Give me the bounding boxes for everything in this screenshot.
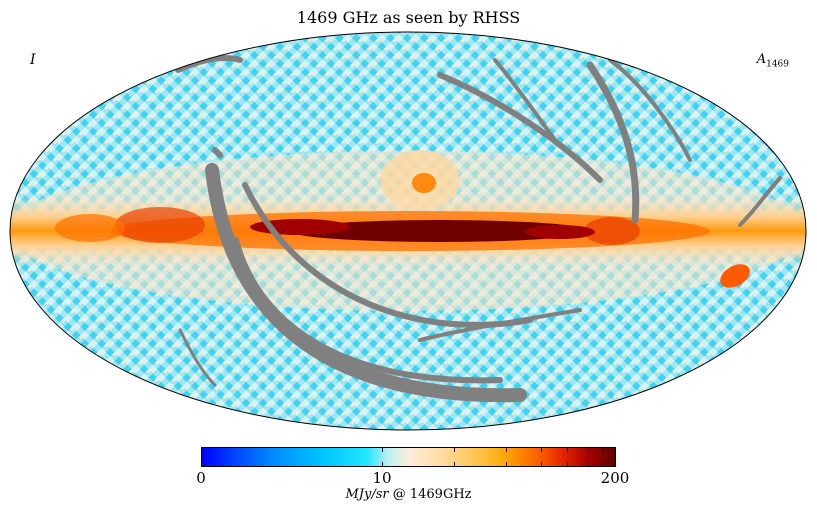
stokes-label: I <box>30 52 36 68</box>
colorbar-tick <box>382 447 383 452</box>
unit-italic: MJy/sr <box>345 487 389 502</box>
colorbar-tick <box>454 462 455 467</box>
colorbar-unit: MJy/sr @ 1469GHz <box>0 487 817 502</box>
north-blob-core <box>412 173 436 193</box>
plane-far-left <box>55 214 125 242</box>
plane-peak <box>290 220 590 242</box>
colorbar-tick <box>382 462 383 467</box>
plane-right-knot <box>584 217 640 245</box>
plane-left-knot <box>115 207 205 243</box>
colorbar-tick <box>567 447 568 452</box>
colorbar-tick <box>506 462 507 467</box>
colorbar-tick <box>541 447 542 452</box>
colorbar-tick <box>587 462 588 467</box>
colorbar-tick <box>506 447 507 452</box>
map-outline <box>9 31 807 431</box>
map-title: 1469 GHz as seen by RHSS <box>296 8 521 27</box>
colorbar-tick <box>587 447 588 452</box>
colorbar-label-max: 200 <box>600 469 630 487</box>
colorbar-tick <box>541 462 542 467</box>
colorbar-label-mid: 10 <box>372 469 392 487</box>
mask-arcs <box>175 55 782 403</box>
colorbar-label-min: 0 <box>196 469 206 487</box>
map-content <box>10 32 806 430</box>
colorbar-tick <box>603 462 604 467</box>
colorbar-gradient <box>201 447 616 467</box>
colorbar-tick <box>567 462 568 467</box>
frequency-label-main: A <box>756 52 767 67</box>
colorbar-tick <box>603 447 604 452</box>
frequency-label: A1469 <box>757 52 789 70</box>
plane-peak-right <box>525 225 595 239</box>
colorbar-tick <box>454 447 455 452</box>
frequency-label-sub: 1469 <box>766 59 789 70</box>
colorbar <box>201 447 616 467</box>
unit-rest: @ 1469GHz <box>388 487 472 502</box>
lmc-blob <box>720 264 750 288</box>
